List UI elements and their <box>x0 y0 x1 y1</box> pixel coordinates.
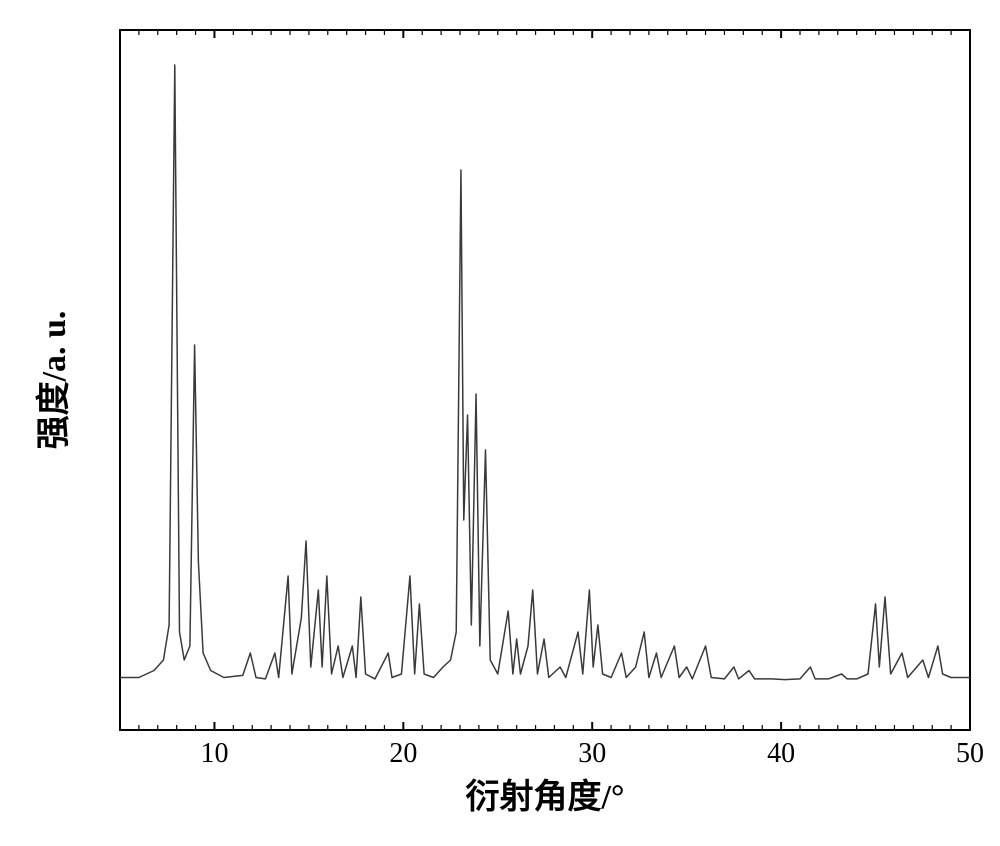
x-tick-label: 40 <box>767 738 795 769</box>
xrd-chart-svg: 10 20 30 40 50 衍射角度/° 强度/a. u. <box>0 0 1000 846</box>
x-tick-label: 30 <box>578 738 606 769</box>
xrd-chart-container: 10 20 30 40 50 衍射角度/° 强度/a. u. <box>0 0 1000 846</box>
x-axis-label: 衍射角度/° <box>465 778 624 816</box>
plot-frame <box>120 30 970 730</box>
x-tick-label: 50 <box>956 738 984 769</box>
y-axis-label: 强度/a. u. <box>35 311 73 450</box>
xrd-spectrum-line <box>120 65 970 680</box>
x-tick-label: 10 <box>200 738 228 769</box>
x-tick-label: 20 <box>389 738 417 769</box>
